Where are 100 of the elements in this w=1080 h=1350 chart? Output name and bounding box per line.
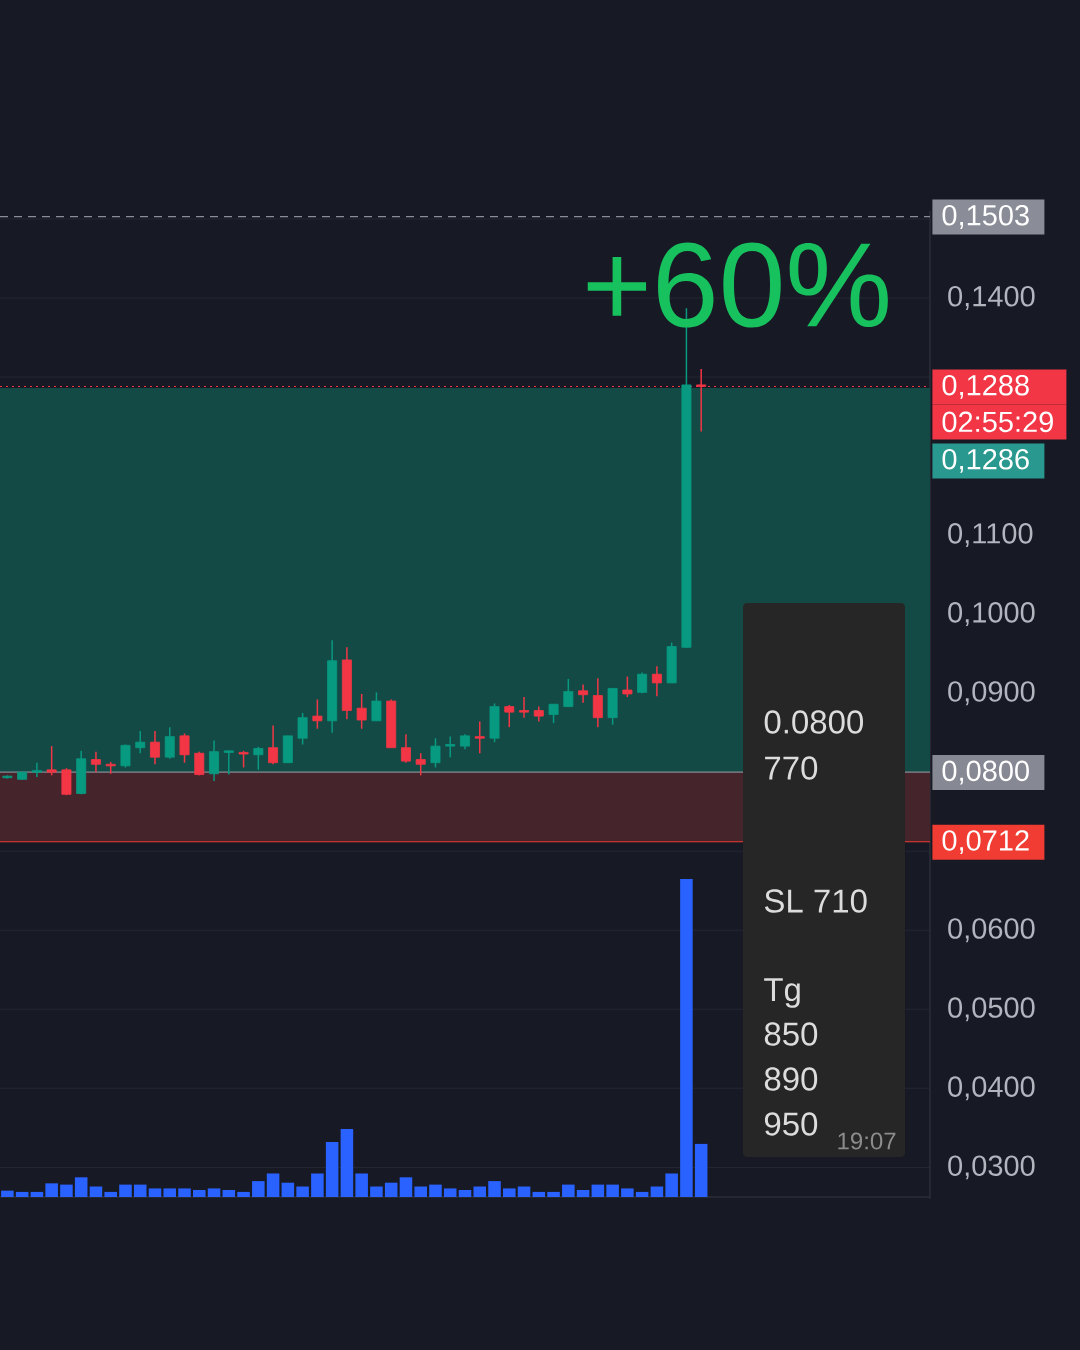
- bar: [1, 1190, 14, 1198]
- bar: [547, 1191, 560, 1198]
- bar: [591, 1184, 605, 1198]
- y-tick-label: 0,0400: [948, 1076, 1035, 1101]
- bar: [193, 1190, 206, 1198]
- bar: [650, 1186, 664, 1198]
- candlestick: [519, 696, 530, 719]
- band-label: 0,1286: [942, 448, 1029, 473]
- bar: [621, 1188, 634, 1198]
- bar: [60, 1184, 73, 1198]
- bar: [296, 1186, 309, 1198]
- candlestick: [209, 739, 220, 782]
- annotation: 19:07: [838, 1132, 896, 1150]
- bar: [517, 1186, 531, 1198]
- bar: [694, 1143, 708, 1198]
- candlestick: [548, 703, 559, 724]
- candlestick: [474, 720, 485, 754]
- candlestick: [592, 677, 603, 728]
- y-tick-label: 0,0600: [948, 918, 1035, 943]
- y-tick-label: 0,1100: [948, 523, 1033, 548]
- candlestick: [622, 675, 633, 698]
- bar: [429, 1184, 442, 1198]
- bar: [665, 1173, 678, 1198]
- bar: [15, 1191, 29, 1198]
- bar: [325, 1141, 339, 1198]
- ref-line-label: 0,1288: [942, 374, 1029, 399]
- candlestick: [179, 732, 190, 764]
- annotation: SL 710: [764, 889, 867, 913]
- bar: [89, 1186, 103, 1198]
- bar: [384, 1182, 398, 1198]
- bar: [148, 1188, 162, 1198]
- candlestick: [223, 750, 234, 776]
- bar: [104, 1191, 117, 1198]
- candlestick: [46, 745, 57, 777]
- candlestick: [578, 683, 589, 704]
- bar: [178, 1188, 191, 1198]
- bar: [399, 1177, 413, 1198]
- bar: [635, 1191, 649, 1198]
- bar: [119, 1184, 132, 1198]
- annotation: 850: [764, 1022, 818, 1046]
- bar: [266, 1173, 280, 1198]
- y-tick-label: 0,0500: [948, 997, 1035, 1022]
- bar: [74, 1177, 88, 1198]
- bar: [443, 1188, 457, 1198]
- bar: [503, 1188, 516, 1198]
- bar: [355, 1173, 368, 1198]
- bar: [237, 1191, 250, 1198]
- bar: [281, 1182, 295, 1198]
- bar: [473, 1186, 487, 1198]
- candlestick: [696, 368, 707, 433]
- candlestick: [31, 761, 42, 778]
- bar: [163, 1188, 177, 1198]
- candlestick: [268, 724, 279, 766]
- ref-line-label: 0,1503: [942, 204, 1029, 229]
- ref-line-label: 0,0712: [942, 830, 1029, 855]
- candlestick: [356, 693, 367, 730]
- candlestick: [445, 735, 456, 758]
- bar: [606, 1184, 619, 1198]
- bar: [207, 1188, 221, 1198]
- annotation: 890: [764, 1067, 818, 1091]
- candlestick: [430, 737, 441, 769]
- bar: [222, 1190, 236, 1198]
- y-tick-label: 0,0300: [948, 1155, 1035, 1180]
- bar: [414, 1186, 427, 1198]
- candlestick: [253, 746, 264, 771]
- annotation: 0.0800: [764, 710, 864, 734]
- bar: [532, 1191, 546, 1198]
- annotation: Tg: [764, 978, 800, 1008]
- bar: [458, 1190, 472, 1198]
- candlestick: [164, 726, 175, 760]
- candlestick: [415, 752, 426, 777]
- candlestick: [297, 712, 308, 746]
- bar: [45, 1183, 58, 1198]
- candlestick: [90, 750, 101, 773]
- bar: [252, 1181, 265, 1198]
- candlestick: [651, 665, 662, 698]
- candlestick: [400, 733, 411, 764]
- candlestick: [135, 730, 146, 754]
- bar: [562, 1184, 575, 1198]
- text: 02:55:29: [942, 411, 1053, 433]
- annotation: +60%: [587, 242, 888, 328]
- annotation: 770: [765, 756, 818, 780]
- bar: [133, 1184, 147, 1198]
- annotation: 950: [764, 1112, 818, 1136]
- bar: [488, 1181, 501, 1198]
- ref-line-label: 0,0800: [942, 760, 1029, 785]
- candlestick: [312, 698, 323, 730]
- candlestick: [150, 730, 160, 766]
- y-tick-label: 0,0900: [948, 681, 1035, 706]
- candlestick: [504, 704, 515, 728]
- bar: [340, 1128, 354, 1198]
- bar: [680, 879, 693, 1198]
- bar: [30, 1191, 44, 1198]
- y-tick-label: 0,1000: [948, 602, 1035, 627]
- bar: [576, 1190, 590, 1198]
- candlestick: [371, 691, 382, 722]
- bar: [370, 1186, 383, 1198]
- y-tick-label: 0,1400: [948, 285, 1035, 310]
- candlestick: [563, 678, 574, 708]
- bar: [311, 1173, 324, 1198]
